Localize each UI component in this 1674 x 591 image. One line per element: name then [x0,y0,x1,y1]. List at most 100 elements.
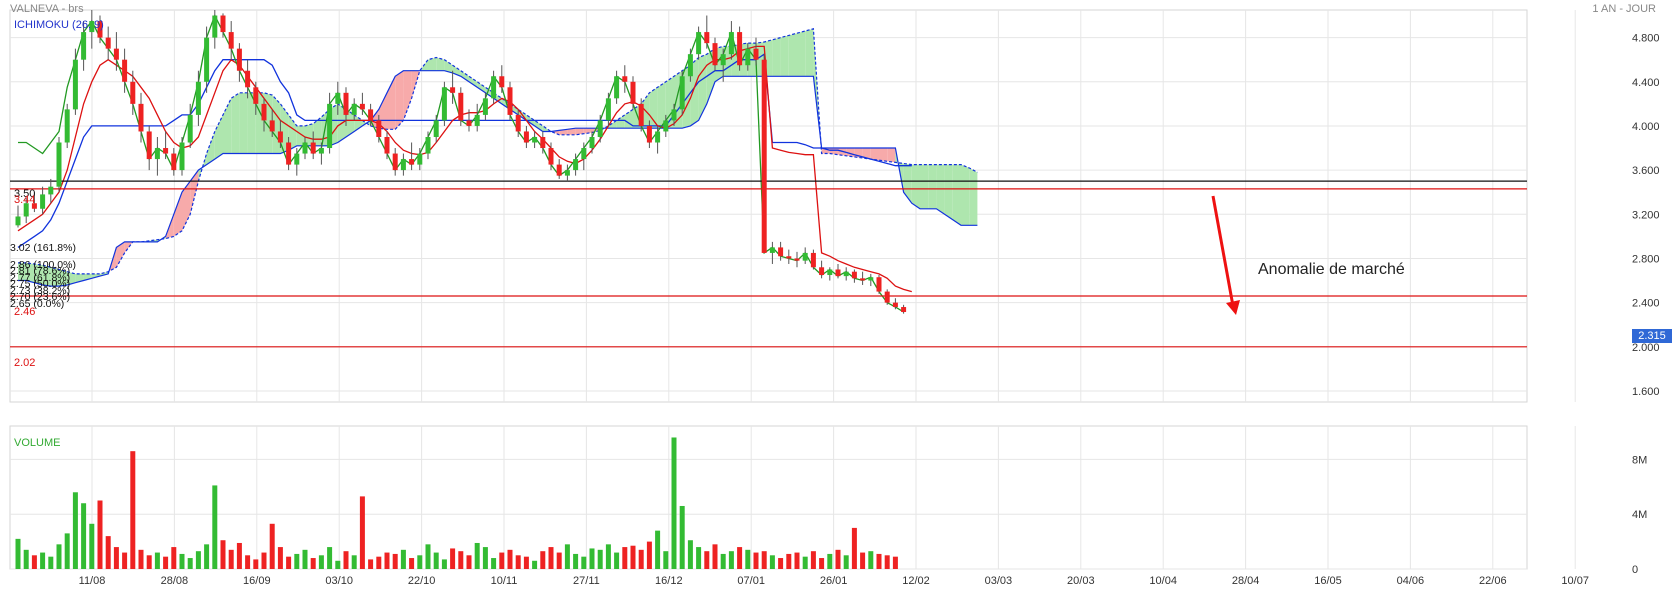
volume-bars [15,437,898,569]
candle-body [277,131,283,143]
cloud-segment [780,35,789,77]
volume-bar [294,553,300,569]
volume-bar [433,552,439,569]
cloud-segment [567,128,576,135]
candle-body [105,37,111,49]
fibonacci-labels: 3.02 (161.8%) 2.86 (100.0%) 2.81 (78.6%)… [10,243,76,308]
cloud-segment [50,267,59,287]
candle-body [843,271,849,277]
candlesticks [15,10,907,314]
volume-bar [89,523,95,569]
cloud-segment [961,164,970,226]
candle-body [327,103,333,149]
candle-body [622,76,628,82]
candle-body [474,114,480,126]
volume-bar [138,549,144,569]
candle-body [499,76,505,88]
volume-bar [154,552,160,569]
volume-bar [376,556,382,569]
cloud-segment [444,59,453,73]
candle-body [195,81,201,115]
candle-body [868,277,874,281]
candle-body [245,70,251,88]
volume-tick-label: 0 [1632,564,1638,576]
volume-tick-label: 8M [1632,454,1647,466]
candle-body [171,153,177,171]
candle-body [835,269,841,277]
candle-body [696,32,702,55]
volume-bar [745,549,751,569]
x-tick-label: 03/03 [985,575,1013,587]
candle-body [359,103,365,110]
volume-bar [712,544,718,569]
volume-bar [876,553,882,569]
candle-body [212,15,218,38]
volume-bar [113,547,119,569]
volume-bar [835,549,841,569]
x-tick-label: 16/05 [1314,575,1342,587]
candle-body [368,109,374,121]
volume-bar [482,547,488,569]
candle-body [786,256,792,259]
cloud-segment [362,120,371,126]
cloud-segment [575,128,584,135]
volume-bar [40,552,46,569]
volume-bar [163,556,169,569]
price-panel [9,9,1528,403]
candle-body [523,131,529,143]
candle-body [540,136,546,149]
volume-bar [720,553,726,569]
volume-bar [253,559,259,569]
candle-body [556,164,562,176]
volume-bar [171,547,177,569]
cloud-segment [698,54,707,121]
level-label: 2.46 [14,306,36,318]
volume-bar [499,552,505,569]
fib-label: 2.70 (23.6%) [10,291,71,303]
cloud-segment [944,164,953,220]
volume-bar [638,549,644,569]
cloud-segment [403,70,412,121]
annotation-arrow [1211,195,1240,315]
volume-bar [491,558,497,569]
volume-bar [458,551,464,569]
cloud-segment [788,33,797,77]
cloud-segment [477,81,486,93]
volume-bar [884,555,890,569]
fib-label: 2.86 (100.0%) [10,258,76,271]
volume-bar [23,549,29,569]
cloud-segment [797,30,806,77]
candle-body [89,21,95,33]
cloud-segment [313,117,322,146]
cloud-segment [969,167,978,226]
volume-bar [663,551,669,569]
last-price-tag: 2.315 [1632,329,1672,343]
candle-body [64,109,70,143]
candle-body [646,125,652,143]
volume-bar [417,555,423,569]
cloud-segment [247,92,256,154]
candle-body [409,159,415,165]
candle-body [425,136,431,154]
volume-bar [622,547,628,569]
volume-bar [523,556,529,569]
x-tick-label: 04/06 [1397,575,1425,587]
volume-bar [810,551,816,569]
y-tick-label: 2.800 [1632,253,1660,265]
annotation-text: Anomalie de marché [1258,261,1405,278]
candle-body [384,136,390,154]
volume-bar [466,555,472,569]
cloud-segment [206,131,215,165]
cloud-segment [239,92,248,154]
candle-body [630,81,636,104]
volume-bar [392,553,398,569]
x-tick-label: 26/01 [820,575,848,587]
chart-title: VALNEVA - brs [10,3,84,15]
volume-bar [819,558,825,569]
candle-body [892,302,898,308]
candle-body [187,114,193,143]
volume-bar [605,544,611,569]
volume-bar [630,545,636,569]
volume-bar [335,560,341,569]
period-selector[interactable]: 1 AN - JOUR [1592,3,1656,15]
